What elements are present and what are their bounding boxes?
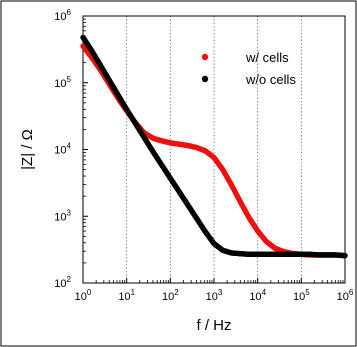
- legend-marker: [201, 53, 209, 61]
- x-tick-base: 10: [293, 291, 305, 303]
- x-tick-label: 100: [75, 288, 92, 303]
- x-tick-label: 102: [162, 288, 179, 303]
- x-tick-base: 10: [118, 291, 130, 303]
- y-tick-exp: 4: [67, 142, 72, 151]
- x-tick-exp: 2: [174, 288, 179, 297]
- x-tick-label: 105: [293, 288, 310, 303]
- y-tick-base: 10: [54, 278, 66, 290]
- series-with-cells: [80, 43, 348, 259]
- y-tick-label: 104: [54, 142, 71, 157]
- x-tick-exp: 3: [218, 288, 223, 297]
- x-tick-label: 106: [337, 288, 354, 303]
- x-tick-base: 10: [249, 291, 261, 303]
- series-without-cells: [80, 34, 348, 259]
- x-tick-exp: 1: [131, 288, 136, 297]
- y-tick-exp: 6: [67, 8, 72, 17]
- legend: w/ cells w/o cells: [201, 50, 296, 87]
- y-tick-base: 10: [54, 211, 66, 223]
- y-tick-exp: 5: [67, 75, 72, 84]
- y-tick-base: 10: [54, 11, 66, 23]
- x-tick-label: 101: [118, 288, 135, 303]
- x-tick-base: 10: [162, 291, 174, 303]
- x-tick-exp: 4: [262, 288, 267, 297]
- y-tick-base: 10: [54, 78, 66, 90]
- y-tick-base: 10: [54, 145, 66, 157]
- x-tick-exp: 6: [349, 288, 354, 297]
- y-tick-label: 102: [54, 275, 71, 290]
- legend-label: w/o cells: [245, 72, 296, 87]
- y-tick-label: 105: [54, 75, 71, 90]
- y-axis-label: |Z| / Ω: [19, 129, 36, 170]
- x-tick-label: 103: [206, 288, 223, 303]
- y-tick-label: 106: [54, 8, 71, 23]
- legend-label: w/ cells: [245, 50, 289, 65]
- x-tick-base: 10: [206, 291, 218, 303]
- x-tick-base: 10: [337, 291, 349, 303]
- x-tick-exp: 5: [305, 288, 310, 297]
- data-series: [80, 34, 348, 259]
- y-tick-exp: 3: [67, 208, 72, 217]
- x-tick-label: 104: [249, 288, 266, 303]
- legend-marker: [201, 75, 209, 83]
- y-tick-exp: 2: [67, 275, 72, 284]
- data-point: [342, 252, 348, 259]
- x-tick-exp: 0: [87, 288, 92, 297]
- y-tick-label: 103: [54, 208, 71, 223]
- grid-lines: [126, 16, 302, 283]
- x-tick-base: 10: [75, 291, 87, 303]
- x-axis-label: f / Hz: [196, 317, 231, 334]
